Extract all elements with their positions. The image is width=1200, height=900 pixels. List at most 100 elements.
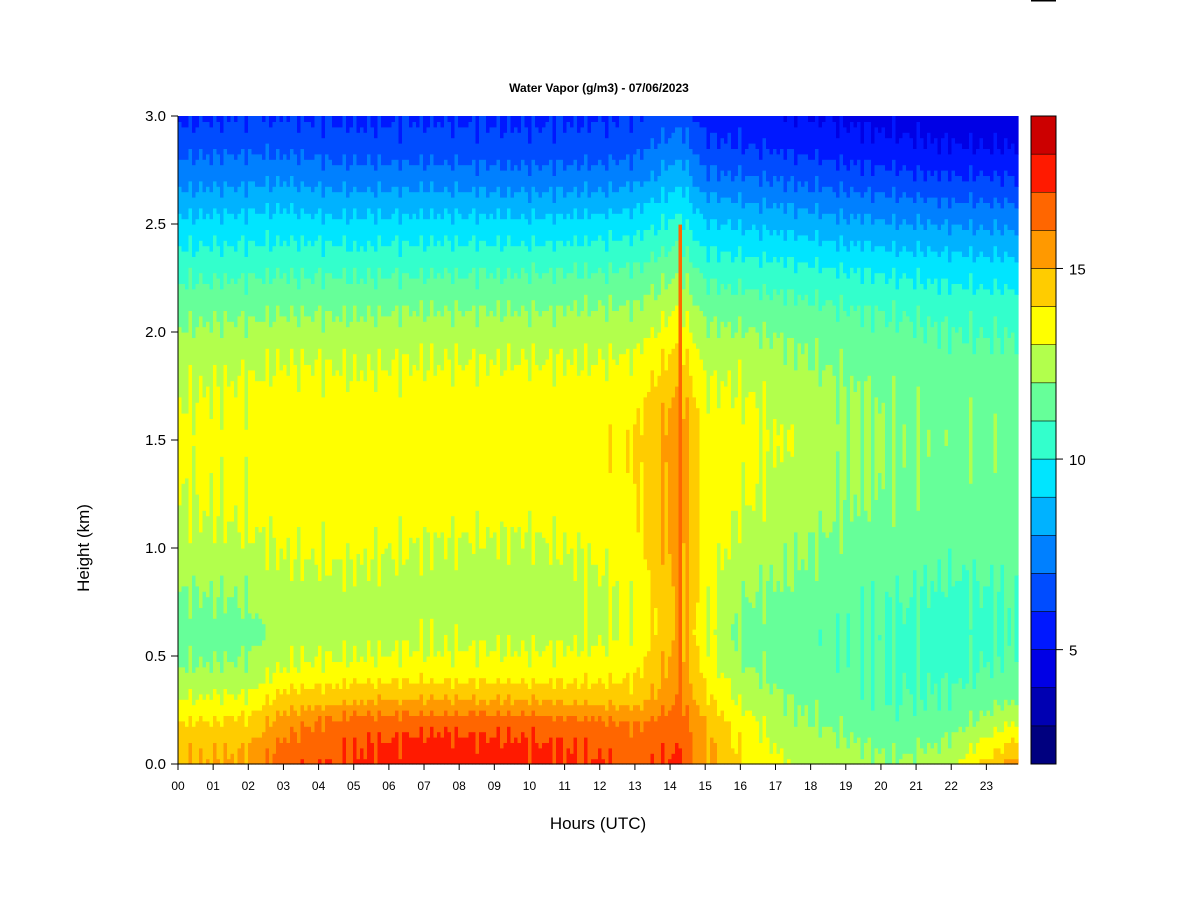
heatmap-cell: [958, 677, 963, 727]
heatmap-cell: [916, 191, 921, 214]
heatmap-cell: [538, 245, 543, 279]
heatmap-cell: [430, 116, 435, 155]
heatmap-cell: [787, 693, 792, 760]
heatmap-cell: [941, 137, 946, 171]
heatmap-cell: [276, 348, 281, 571]
heatmap-cell: [962, 342, 967, 565]
heatmap-cell: [346, 688, 351, 706]
heatmap-cell: [636, 261, 641, 301]
heatmap-cell: [937, 348, 942, 560]
heatmap-cell: [983, 585, 988, 668]
heatmap-cell: [766, 229, 771, 263]
heatmap-cell: [328, 240, 333, 274]
heatmap-cell: [258, 245, 263, 279]
heatmap-cell: [706, 656, 711, 706]
colorbar-swatch: [1030, 420, 1057, 460]
heatmap-cell: [545, 213, 550, 241]
heatmap-cell: [745, 116, 750, 149]
heatmap-cell: [234, 666, 239, 700]
heatmap-cell: [283, 116, 288, 155]
heatmap-cell: [360, 683, 365, 700]
heatmap-cell: [780, 148, 785, 176]
heatmap-cell: [962, 758, 967, 765]
heatmap-cell: [206, 661, 211, 695]
heatmap-cell: [773, 116, 778, 149]
heatmap-cell: [993, 699, 998, 727]
heatmap-cell: [640, 434, 645, 463]
heatmap-cell: [885, 197, 890, 225]
heatmap-cell: [668, 218, 673, 252]
heatmap-cell: [850, 267, 855, 306]
heatmap-cell: [930, 224, 935, 252]
heatmap-cell: [255, 245, 260, 279]
heatmap-cell: [948, 548, 953, 711]
colorbar-swatch: [1030, 268, 1057, 307]
heatmap-cell: [307, 315, 312, 365]
heatmap-cell: [577, 531, 582, 657]
heatmap-cell: [339, 191, 344, 220]
heatmap-cell: [391, 186, 396, 214]
heatmap-cell: [363, 715, 368, 760]
heatmap-cell: [769, 753, 774, 765]
heatmap-cell: [699, 116, 704, 128]
heatmap-cell: [654, 148, 659, 182]
heatmap-cell: [538, 315, 543, 371]
x-tick-label: 07: [417, 779, 431, 793]
heatmap-cell: [906, 197, 911, 225]
heatmap-cell: [265, 693, 270, 716]
heatmap-cell: [717, 715, 722, 765]
heatmap-cell: [566, 704, 571, 716]
heatmap-cell: [496, 234, 501, 268]
heatmap-cell: [409, 191, 414, 220]
heatmap-cell: [199, 607, 204, 657]
heatmap-cell: [790, 456, 795, 592]
heatmap-cell: [297, 132, 302, 166]
heatmap-cell: [983, 175, 988, 203]
heatmap-cell: [552, 720, 557, 765]
heatmap-cell: [514, 245, 519, 274]
heatmap-cell: [682, 256, 687, 290]
heatmap-cell: [465, 245, 470, 279]
colorbar-swatch: [1030, 725, 1057, 765]
heatmap-cell: [332, 375, 337, 560]
heatmap-cell: [496, 267, 501, 301]
heatmap-cell: [745, 596, 750, 668]
heatmap-cell: [577, 656, 582, 689]
heatmap-cell: [510, 197, 515, 220]
heatmap-cell: [381, 126, 386, 166]
heatmap-cell: [878, 191, 883, 220]
heatmap-cell: [391, 558, 396, 652]
heatmap-cell: [363, 380, 368, 549]
heatmap-cell: [615, 272, 620, 311]
heatmap-cell: [997, 704, 1002, 733]
heatmap-cell: [461, 245, 466, 279]
heatmap-cell: [748, 202, 753, 230]
heatmap-cell: [951, 197, 956, 225]
heatmap-cell: [654, 337, 659, 387]
heatmap-cell: [587, 218, 592, 247]
heatmap-cell: [482, 213, 487, 241]
heatmap-cell: [605, 283, 610, 322]
heatmap-cell: [297, 191, 302, 220]
heatmap-cell: [524, 218, 529, 247]
heatmap-cell: [367, 699, 372, 711]
heatmap-cell: [773, 742, 778, 765]
heatmap-cell: [899, 321, 904, 603]
heatmap-cell: [283, 558, 288, 668]
heatmap-cell: [766, 337, 771, 430]
heatmap-cell: [839, 553, 844, 716]
heatmap-cell: [997, 656, 1002, 706]
heatmap-cell: [283, 180, 288, 209]
heatmap-cell: [752, 256, 757, 290]
heatmap-cell: [717, 116, 722, 149]
heatmap-cell: [727, 251, 732, 284]
heatmap-cell: [983, 148, 988, 176]
heatmap-cell: [412, 650, 417, 684]
heatmap-cell: [626, 429, 631, 473]
heatmap-cell: [794, 726, 799, 765]
heatmap-cell: [920, 197, 925, 225]
heatmap-cell: [927, 245, 932, 279]
heatmap-cell: [269, 683, 274, 706]
heatmap-cell: [703, 126, 708, 166]
